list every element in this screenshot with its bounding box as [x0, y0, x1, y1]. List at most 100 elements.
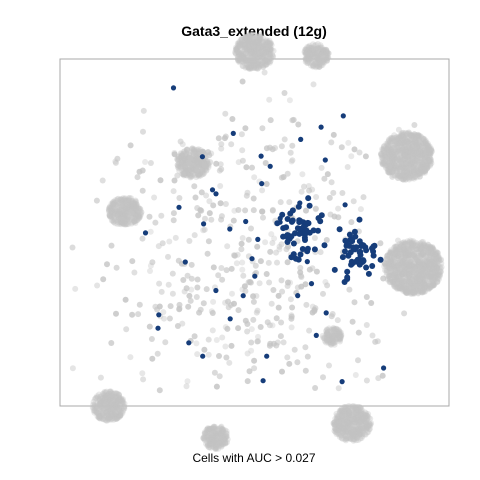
cluster-point — [255, 61, 262, 68]
low-auc-point — [154, 350, 161, 357]
cluster-point — [254, 42, 261, 49]
cluster-point — [415, 133, 422, 140]
cluster-point — [246, 35, 253, 42]
cluster-point — [407, 161, 414, 168]
cluster-point — [415, 131, 421, 138]
cluster-point — [407, 162, 414, 168]
cluster-point — [257, 37, 264, 43]
cluster-point — [257, 49, 264, 56]
low-auc-point — [170, 188, 177, 195]
low-auc-point — [152, 219, 159, 226]
cluster-point — [317, 53, 324, 60]
cluster-point — [393, 166, 400, 173]
high-auc-point — [200, 353, 206, 359]
cluster-point — [394, 172, 401, 179]
low-auc-point — [269, 207, 276, 214]
cluster-point — [319, 49, 326, 56]
cluster-point — [404, 164, 411, 171]
cluster-point — [303, 48, 310, 55]
cluster-point — [398, 175, 405, 182]
cluster-point — [309, 45, 316, 52]
low-auc-point — [207, 159, 214, 166]
cluster-point — [256, 35, 263, 42]
cluster-point — [252, 39, 259, 45]
low-auc-point — [208, 216, 215, 223]
cluster-point — [239, 36, 246, 43]
cluster-point — [403, 149, 410, 156]
high-auc-point — [336, 226, 343, 233]
cluster-point — [243, 45, 250, 52]
cluster-point — [421, 146, 428, 153]
cluster-point — [391, 144, 398, 151]
cluster-point — [117, 216, 124, 222]
cluster-point — [304, 51, 311, 58]
cluster-point — [122, 198, 129, 205]
cluster-point — [248, 63, 255, 69]
low-auc-point — [94, 282, 101, 289]
cluster-point — [390, 164, 397, 171]
low-auc-point — [280, 174, 287, 180]
low-auc-point — [324, 326, 330, 333]
cluster-point — [391, 154, 398, 160]
cluster-point — [397, 159, 404, 166]
low-auc-point — [250, 195, 257, 202]
cluster-point — [335, 419, 342, 426]
cluster-point — [238, 49, 245, 56]
cluster-point — [407, 164, 414, 171]
cluster-point — [401, 171, 408, 178]
cluster-point — [401, 151, 408, 157]
cluster-point — [305, 48, 312, 55]
cluster-point — [410, 134, 417, 141]
cluster-point — [256, 63, 263, 70]
cluster-point — [385, 167, 392, 174]
low-auc-point — [326, 362, 332, 369]
cluster-point — [250, 42, 257, 49]
cluster-point — [246, 38, 253, 45]
low-auc-point — [112, 158, 119, 165]
low-auc-point — [172, 234, 179, 241]
cluster-point — [243, 34, 250, 41]
cluster-point — [264, 39, 271, 46]
cluster-point — [312, 64, 319, 71]
cluster-point — [253, 47, 260, 54]
cluster-point — [322, 46, 329, 53]
low-auc-point — [411, 122, 418, 128]
cluster-point — [397, 173, 404, 180]
cluster-point — [248, 48, 254, 55]
low-auc-point — [362, 153, 369, 160]
cluster-point — [255, 50, 262, 57]
cluster-point — [240, 55, 247, 62]
cluster-point — [252, 57, 259, 63]
low-auc-point — [176, 305, 183, 312]
low-auc-point — [379, 372, 386, 379]
low-auc-point — [243, 164, 250, 171]
cluster-point — [306, 49, 313, 56]
cluster-point — [245, 64, 252, 71]
cluster-point — [310, 63, 317, 70]
cluster-point — [261, 44, 268, 51]
high-auc-point — [315, 215, 322, 222]
cluster-point — [430, 264, 437, 270]
cluster-point — [398, 133, 405, 140]
cluster-point — [110, 218, 117, 225]
cluster-point — [251, 54, 258, 61]
cluster-point — [234, 40, 241, 47]
cluster-point — [404, 174, 411, 181]
cluster-point — [411, 140, 418, 147]
cluster-point — [398, 144, 405, 151]
cluster-point — [242, 46, 249, 53]
cluster-point — [238, 36, 245, 43]
cluster-point — [412, 133, 419, 140]
cluster-point — [403, 284, 410, 291]
cluster-point — [314, 55, 321, 62]
cluster-point — [417, 167, 424, 174]
cluster-point — [401, 150, 408, 157]
cluster-point — [244, 62, 251, 69]
cluster-point — [250, 44, 257, 51]
cluster-point — [256, 53, 263, 60]
cluster-point — [382, 151, 389, 158]
cluster-point — [239, 39, 246, 46]
cluster-point — [244, 58, 251, 65]
cluster-point — [267, 43, 274, 49]
low-auc-point — [289, 117, 296, 124]
